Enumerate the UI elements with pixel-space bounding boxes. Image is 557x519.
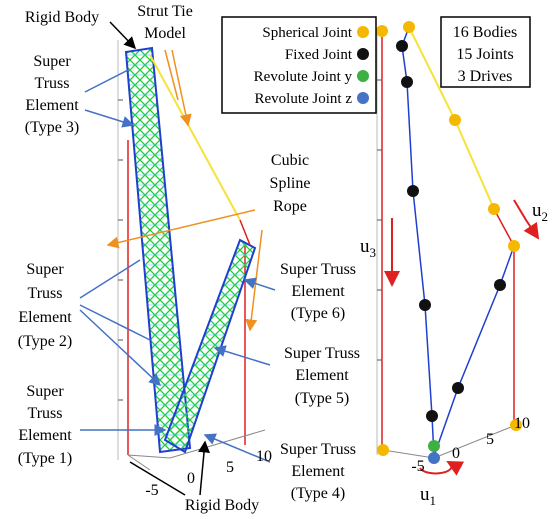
- label-tspan: Element: [291, 283, 345, 300]
- label-tspan: u: [420, 484, 430, 505]
- label-tspan: (Type 2): [18, 333, 72, 350]
- right-model-g-circle: [488, 203, 500, 215]
- right-model-path: [383, 425, 516, 458]
- label-text: -5: [411, 458, 424, 475]
- label-text: Revolute Joint y: [254, 69, 353, 85]
- label-tspan: 2: [542, 209, 549, 224]
- right-model-g-circle: [426, 410, 438, 422]
- label-tspan: 1: [430, 493, 437, 508]
- label-tspan: Super: [26, 261, 64, 278]
- labels-text: Super Truss Element (Type 3): [25, 53, 79, 136]
- label-text: 5: [226, 459, 234, 476]
- right-model-g-circle: [449, 114, 461, 126]
- label-text: Spherical Joint: [262, 25, 352, 41]
- label-text: -5: [145, 482, 158, 499]
- callout-arrows-path: [110, 22, 135, 48]
- label-tspan: Super Truss: [280, 441, 356, 458]
- right-model-g-circle: [407, 185, 419, 197]
- labels-text: u1: [420, 484, 436, 508]
- right-model-g-circle: [494, 279, 506, 291]
- label-tspan: Element: [295, 367, 349, 384]
- callout-arrows-path: [245, 280, 275, 290]
- label-tspan: u: [532, 200, 542, 221]
- label-tspan: (Type 1): [18, 450, 72, 467]
- legend-circle: [357, 92, 369, 104]
- labels-text: Super Truss Element (Type 2): [18, 261, 72, 350]
- label-text: Rigid Body: [25, 9, 99, 26]
- label-tspan: 3: [370, 245, 377, 260]
- label-tspan: Element: [18, 427, 72, 444]
- label-text: 0: [187, 470, 195, 487]
- label-tspan: Strut Tie: [137, 3, 193, 20]
- right-model-g-circle: [401, 76, 413, 88]
- label-tspan: (Type 6): [291, 305, 345, 322]
- label-text: 15 Joints: [456, 46, 513, 63]
- label-text: 10: [514, 415, 530, 432]
- label-text: 5: [486, 431, 494, 448]
- label-tspan: Super: [26, 383, 64, 400]
- left-model-polygon: [126, 48, 190, 452]
- right-model-g-circle: [396, 40, 408, 52]
- label-tspan: u: [360, 236, 370, 257]
- callout-arrows-path: [108, 210, 255, 245]
- right-model-g-circle: [403, 21, 415, 33]
- label-tspan: Super Truss: [280, 261, 356, 278]
- callout-arrows-path: [250, 230, 262, 330]
- labels-text: Super Truss Element (Type 4): [280, 441, 356, 502]
- right-model-g-circle: [508, 240, 520, 252]
- label-tspan: Spline: [270, 175, 311, 192]
- label-tspan: Element: [291, 463, 345, 480]
- right-model-g-circle: [419, 299, 431, 311]
- label-text: Fixed Joint: [285, 47, 353, 63]
- labels-text: u3: [360, 236, 376, 260]
- label-text: 16 Bodies: [453, 24, 517, 41]
- right-model-g-circle: [428, 440, 440, 452]
- page: {"labels": { "rigid_body_top": "Rigid Bo…: [0, 0, 557, 519]
- legend-circle: [357, 48, 369, 60]
- figure: Spherical Joint Fixed Joint Revolute Joi…: [0, 0, 557, 519]
- callout-arrows-path: [215, 348, 270, 365]
- left-model-path: [118, 100, 123, 400]
- label-tspan: Truss: [28, 285, 63, 302]
- label-text: 3 Drives: [458, 68, 513, 85]
- label-text: 0: [452, 445, 460, 462]
- label-tspan: Element: [25, 97, 79, 114]
- label-text: 10: [256, 448, 272, 465]
- label-tspan: Super: [33, 53, 71, 70]
- label-text: Rigid Body: [185, 497, 259, 514]
- right-model-g-circle: [452, 382, 464, 394]
- legend: Spherical Joint Fixed Joint Revolute Joi…: [222, 17, 376, 113]
- label-tspan: (Type 5): [295, 390, 349, 407]
- labels-text: u2: [532, 200, 548, 224]
- label-tspan: Model: [144, 25, 186, 42]
- label-text: Revolute Joint z: [255, 91, 353, 107]
- right-model: [376, 21, 538, 473]
- label-tspan: Element: [18, 309, 72, 326]
- legend-circle: [357, 26, 369, 38]
- label-tspan: Truss: [28, 405, 63, 422]
- label-tspan: Truss: [35, 75, 70, 92]
- label-tspan: (Type 3): [25, 119, 79, 136]
- label-tspan: Rope: [273, 198, 307, 215]
- right-model-line: [494, 209, 514, 246]
- labels-text: Cubic Spline Rope: [270, 152, 311, 215]
- labels-text: Strut Tie Model: [137, 3, 193, 42]
- labels-text: Super Truss Element (Type 6): [280, 261, 356, 322]
- right-model-g-circle: [428, 452, 440, 464]
- left-model-path: [128, 430, 265, 470]
- callout-arrows-path: [85, 70, 133, 125]
- labels-text: Super Truss Element (Type 5): [284, 345, 360, 407]
- right-model-g-circle: [376, 25, 388, 37]
- label-tspan: (Type 4): [291, 485, 345, 502]
- labels-text: Super Truss Element (Type 1): [18, 383, 72, 467]
- right-model-g-circle: [377, 444, 389, 456]
- info-box: 16 Bodies 15 Joints 3 Drives: [441, 17, 530, 87]
- legend-circle: [357, 70, 369, 82]
- label-tspan: Cubic: [271, 152, 309, 169]
- label-tspan: Super Truss: [284, 345, 360, 362]
